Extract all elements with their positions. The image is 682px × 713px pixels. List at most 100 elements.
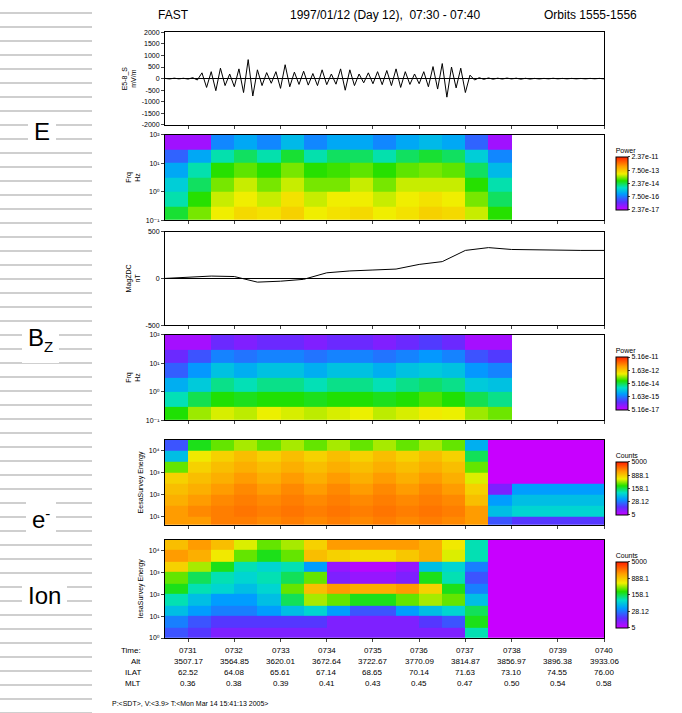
svg-text:3896.38: 3896.38 [543, 657, 572, 666]
svg-text:0736: 0736 [410, 646, 428, 655]
svg-text:0.54: 0.54 [550, 679, 566, 688]
svg-text:70.14: 70.14 [409, 668, 430, 677]
svg-text:3814.87: 3814.87 [451, 657, 480, 666]
svg-text:Time:: Time: [121, 646, 141, 655]
svg-text:MLT: MLT [125, 679, 141, 688]
svg-text:0: 0 [156, 275, 160, 282]
svg-text:-500: -500 [146, 322, 160, 329]
svg-text:3507.17: 3507.17 [174, 657, 203, 666]
svg-text:0: 0 [156, 75, 160, 82]
svg-text:5000: 5000 [631, 558, 647, 565]
svg-text:2000: 2000 [144, 29, 160, 36]
svg-text:10⁰: 10⁰ [149, 634, 160, 641]
svg-text:Alt: Alt [131, 657, 141, 666]
svg-text:1000: 1000 [144, 52, 160, 59]
svg-text:2.37e-11: 2.37e-11 [631, 153, 658, 160]
svg-text:0.45: 0.45 [411, 679, 427, 688]
svg-text:10⁴: 10⁴ [149, 547, 160, 554]
svg-text:500: 500 [148, 63, 160, 70]
svg-text:0.50: 0.50 [504, 679, 520, 688]
svg-text:5: 5 [631, 511, 635, 518]
svg-text:5000: 5000 [631, 458, 647, 465]
svg-text:MagZDCnT: MagZDCnT [125, 264, 141, 292]
svg-text:0731: 0731 [179, 646, 197, 655]
svg-text:0732: 0732 [225, 646, 243, 655]
svg-text:FrqHz: FrqHz [125, 372, 141, 383]
svg-text:3933.06: 3933.06 [590, 657, 619, 666]
svg-text:10²: 10² [149, 131, 160, 138]
svg-text:0739: 0739 [549, 646, 567, 655]
svg-text:1997/01/12 (Day 12), 07:30 -: 1997/01/12 (Day 12), 07:30 - 07:40 [290, 8, 480, 22]
svg-text:10²: 10² [149, 491, 160, 498]
svg-text:10⁴: 10⁴ [149, 447, 160, 454]
svg-text:64.08: 64.08 [224, 668, 245, 677]
svg-text:0.38: 0.38 [226, 679, 242, 688]
svg-text:Orbits 1555-1556: Orbits 1555-1556 [544, 8, 637, 22]
svg-text:FrqHz: FrqHz [125, 172, 141, 183]
svg-text:65.61: 65.61 [270, 668, 291, 677]
svg-text:1.63e-15: 1.63e-15 [631, 393, 659, 400]
svg-text:0738: 0738 [503, 646, 521, 655]
svg-text:7.50e-13: 7.50e-13 [631, 167, 659, 174]
svg-text:0734: 0734 [318, 646, 336, 655]
svg-text:3770.09: 3770.09 [405, 657, 434, 666]
svg-text:3722.67: 3722.67 [358, 657, 387, 666]
svg-text:158.1: 158.1 [631, 485, 649, 492]
svg-text:0.43: 0.43 [365, 679, 381, 688]
svg-text:10⁰: 10⁰ [149, 188, 160, 195]
svg-text:500: 500 [148, 228, 160, 235]
svg-text:-1500: -1500 [142, 110, 160, 117]
svg-text:3620.01: 3620.01 [266, 657, 295, 666]
svg-text:0740: 0740 [595, 646, 613, 655]
svg-text:10⁻¹: 10⁻¹ [146, 417, 160, 424]
svg-text:Counts: Counts [616, 452, 639, 459]
svg-text:3672.64: 3672.64 [312, 657, 341, 666]
svg-text:74.55: 74.55 [547, 668, 568, 677]
svg-text:1500: 1500 [144, 40, 160, 47]
svg-text:10⁻¹: 10⁻¹ [146, 217, 160, 224]
svg-text:67.14: 67.14 [316, 668, 337, 677]
svg-text:888.1: 888.1 [631, 472, 649, 479]
svg-text:FAST: FAST [158, 8, 189, 22]
svg-text:158.1: 158.1 [631, 591, 649, 598]
svg-text:68.65: 68.65 [362, 668, 383, 677]
svg-text:2.37e-17: 2.37e-17 [631, 206, 659, 213]
svg-text:ILAT: ILAT [125, 668, 141, 677]
svg-text:0.39: 0.39 [273, 679, 289, 688]
svg-text:10²: 10² [149, 331, 160, 338]
svg-text:10²: 10² [149, 591, 160, 598]
svg-text:3564.85: 3564.85 [220, 657, 249, 666]
svg-text:EesaSurvey Energy: EesaSurvey Energy [137, 451, 145, 513]
svg-text:10¹: 10¹ [149, 513, 160, 520]
svg-text:10³: 10³ [149, 569, 160, 576]
svg-text:Counts: Counts [616, 552, 639, 559]
svg-text:62.52: 62.52 [178, 668, 199, 677]
svg-text:28.12: 28.12 [631, 498, 649, 505]
svg-text:5.16e-11: 5.16e-11 [631, 353, 658, 360]
svg-text:0733: 0733 [272, 646, 290, 655]
svg-text:IesaSurvey Energy: IesaSurvey Energy [137, 559, 145, 619]
svg-text:-2000: -2000 [142, 121, 160, 128]
svg-text:10¹: 10¹ [149, 160, 160, 167]
svg-text:3856.97: 3856.97 [497, 657, 526, 666]
svg-text:-500: -500 [146, 87, 160, 94]
svg-text:888.1: 888.1 [631, 575, 649, 582]
svg-text:0.41: 0.41 [319, 679, 335, 688]
svg-text:5.16e-17: 5.16e-17 [631, 406, 659, 413]
svg-text:7.50e-16: 7.50e-16 [631, 193, 659, 200]
svg-text:0737: 0737 [456, 646, 474, 655]
svg-text:0.36: 0.36 [180, 679, 196, 688]
svg-text:E5-8_SmV/m: E5-8_SmV/m [121, 67, 137, 91]
svg-text:76.00: 76.00 [594, 668, 615, 677]
svg-text:10¹: 10¹ [149, 360, 160, 367]
svg-text:-1000: -1000 [142, 98, 160, 105]
svg-text:28.12: 28.12 [631, 608, 649, 615]
svg-text:5: 5 [631, 624, 635, 631]
svg-text:1.63e-12: 1.63e-12 [631, 367, 659, 374]
svg-text:71.63: 71.63 [455, 668, 476, 677]
svg-text:73.10: 73.10 [501, 668, 522, 677]
svg-text:10⁰: 10⁰ [149, 388, 160, 395]
svg-text:0735: 0735 [364, 646, 382, 655]
svg-text:2.37e-14: 2.37e-14 [631, 180, 659, 187]
svg-text:5.16e-14: 5.16e-14 [631, 380, 659, 387]
